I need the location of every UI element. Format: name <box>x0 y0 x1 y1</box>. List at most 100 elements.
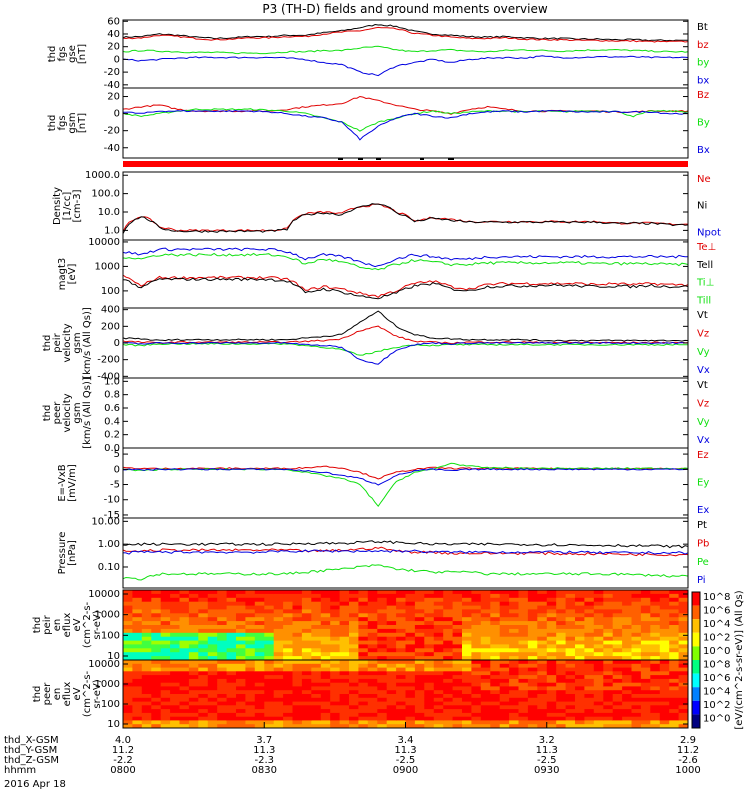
spectrogram-cell <box>254 663 265 669</box>
spectrogram-cell <box>669 716 680 721</box>
spectrogram-cell <box>301 597 312 603</box>
mode-bar <box>123 161 688 167</box>
spectrogram-cell <box>518 660 529 665</box>
spectrogram-cell <box>254 686 265 691</box>
spectrogram-cell <box>283 625 293 630</box>
spectrogram-cell <box>245 678 256 684</box>
spectrogram-cell <box>480 694 491 699</box>
spectrogram-cell <box>433 682 444 687</box>
spectrogram-cell <box>433 613 444 618</box>
spectrogram-cell <box>443 597 454 603</box>
spectrogram-cell <box>330 660 341 665</box>
spectrogram-cell <box>179 632 190 638</box>
spectrogram-cell <box>170 678 180 684</box>
spectrogram-cell <box>509 675 519 680</box>
spectrogram-cell <box>490 671 501 676</box>
spectrogram-cell <box>236 663 246 669</box>
colorbar-tick-label: 10^4 <box>703 687 730 698</box>
legend-bz-label: Bz <box>697 90 709 101</box>
spectrogram-cell <box>170 724 180 729</box>
y-axis-label-line: fgs <box>57 46 68 61</box>
y-axis-label-line: fgs <box>57 115 68 130</box>
spectrogram-cell <box>584 678 595 684</box>
spectrogram-cell <box>179 660 190 665</box>
legend-till-label: Till <box>696 295 711 306</box>
spectrogram-cell <box>424 617 435 622</box>
spectrogram-cell <box>339 605 350 610</box>
spectrogram-cell <box>556 625 567 630</box>
spectrogram-cell <box>292 675 303 680</box>
spectrogram-cell <box>264 625 275 630</box>
spectrogram-cell <box>283 712 293 718</box>
spectrogram-cell <box>292 625 303 630</box>
spectrogram-cell <box>273 644 284 649</box>
spectrogram-cell <box>546 709 557 714</box>
spectrogram-cell <box>433 663 444 669</box>
spectrogram-cell <box>480 720 491 725</box>
spectrogram-cell <box>640 636 651 642</box>
spectrogram-cell <box>518 705 529 710</box>
spectrogram-cell <box>669 694 680 699</box>
spectrogram-cell <box>584 621 595 626</box>
date-label: 2016 Apr 18 <box>4 779 66 790</box>
spectrogram-cell <box>226 597 237 603</box>
spectrogram-cell <box>405 648 416 653</box>
spectrogram-cell <box>603 682 614 687</box>
spectrogram-cell <box>386 597 397 603</box>
spectrogram-cell <box>546 632 557 638</box>
spectrogram-cell <box>141 701 152 706</box>
spectrogram-cell <box>669 632 680 638</box>
spectrogram-cell <box>433 671 444 676</box>
spectrogram-cell <box>509 720 519 725</box>
spectrogram-cell <box>452 632 463 638</box>
spectrogram-cell <box>631 701 642 706</box>
spectrogram-cell <box>207 628 218 634</box>
series-pt-line <box>122 540 689 549</box>
spectrogram-cell <box>123 716 133 721</box>
y-axis-label-line: gse <box>67 45 78 63</box>
spectrogram-cell <box>160 593 171 599</box>
spectrogram-cell <box>320 697 331 703</box>
spectrogram-cell <box>283 617 293 622</box>
spectrogram-cell <box>226 613 237 618</box>
spectrogram-cell <box>170 671 180 676</box>
spectrogram-cell <box>659 593 670 599</box>
spectrogram-cell <box>424 663 435 669</box>
y-axis-label-line: en <box>52 619 63 632</box>
spectrogram-cell <box>217 675 228 680</box>
spectrogram-cell <box>565 675 576 680</box>
spectrogram-cell <box>640 613 651 618</box>
spectrogram-cell <box>622 712 632 718</box>
spectrogram-cell <box>311 663 322 669</box>
spectrogram-cell <box>254 597 265 603</box>
spectrogram-cell <box>565 644 576 649</box>
spectrogram-cell <box>678 667 689 672</box>
spectrogram-cell <box>320 640 331 645</box>
spectrogram-cell <box>584 709 595 714</box>
spectrogram-cell <box>188 621 199 626</box>
spectrogram-cell <box>320 601 331 607</box>
spectrogram-cell <box>678 597 689 603</box>
spectrogram-cell <box>556 720 567 725</box>
spectrogram-cell <box>245 697 256 703</box>
spectrogram-cell <box>490 632 501 638</box>
spectrogram-cell <box>311 694 322 699</box>
spectrogram-cell <box>396 671 406 676</box>
spectrogram-cell <box>405 660 416 665</box>
spectrogram-cell <box>188 617 199 622</box>
spectrogram-cell <box>462 682 472 687</box>
spectrogram-cell <box>593 644 604 649</box>
spectrogram-cell <box>640 632 651 638</box>
spectrogram-cell <box>123 601 133 607</box>
spectrogram-cell <box>471 701 482 706</box>
spectrogram-cell <box>433 678 444 684</box>
spectrogram-cell <box>226 686 237 691</box>
spectrogram-cell <box>669 671 680 676</box>
spectrogram-cell <box>518 663 529 669</box>
spectrogram-cell <box>612 644 623 649</box>
spectrogram-cell <box>358 663 369 669</box>
spectrogram-cell <box>254 609 265 614</box>
spectrogram-cell <box>650 625 661 630</box>
spectrogram-cell <box>123 597 133 603</box>
spectrogram-cell <box>622 621 632 626</box>
